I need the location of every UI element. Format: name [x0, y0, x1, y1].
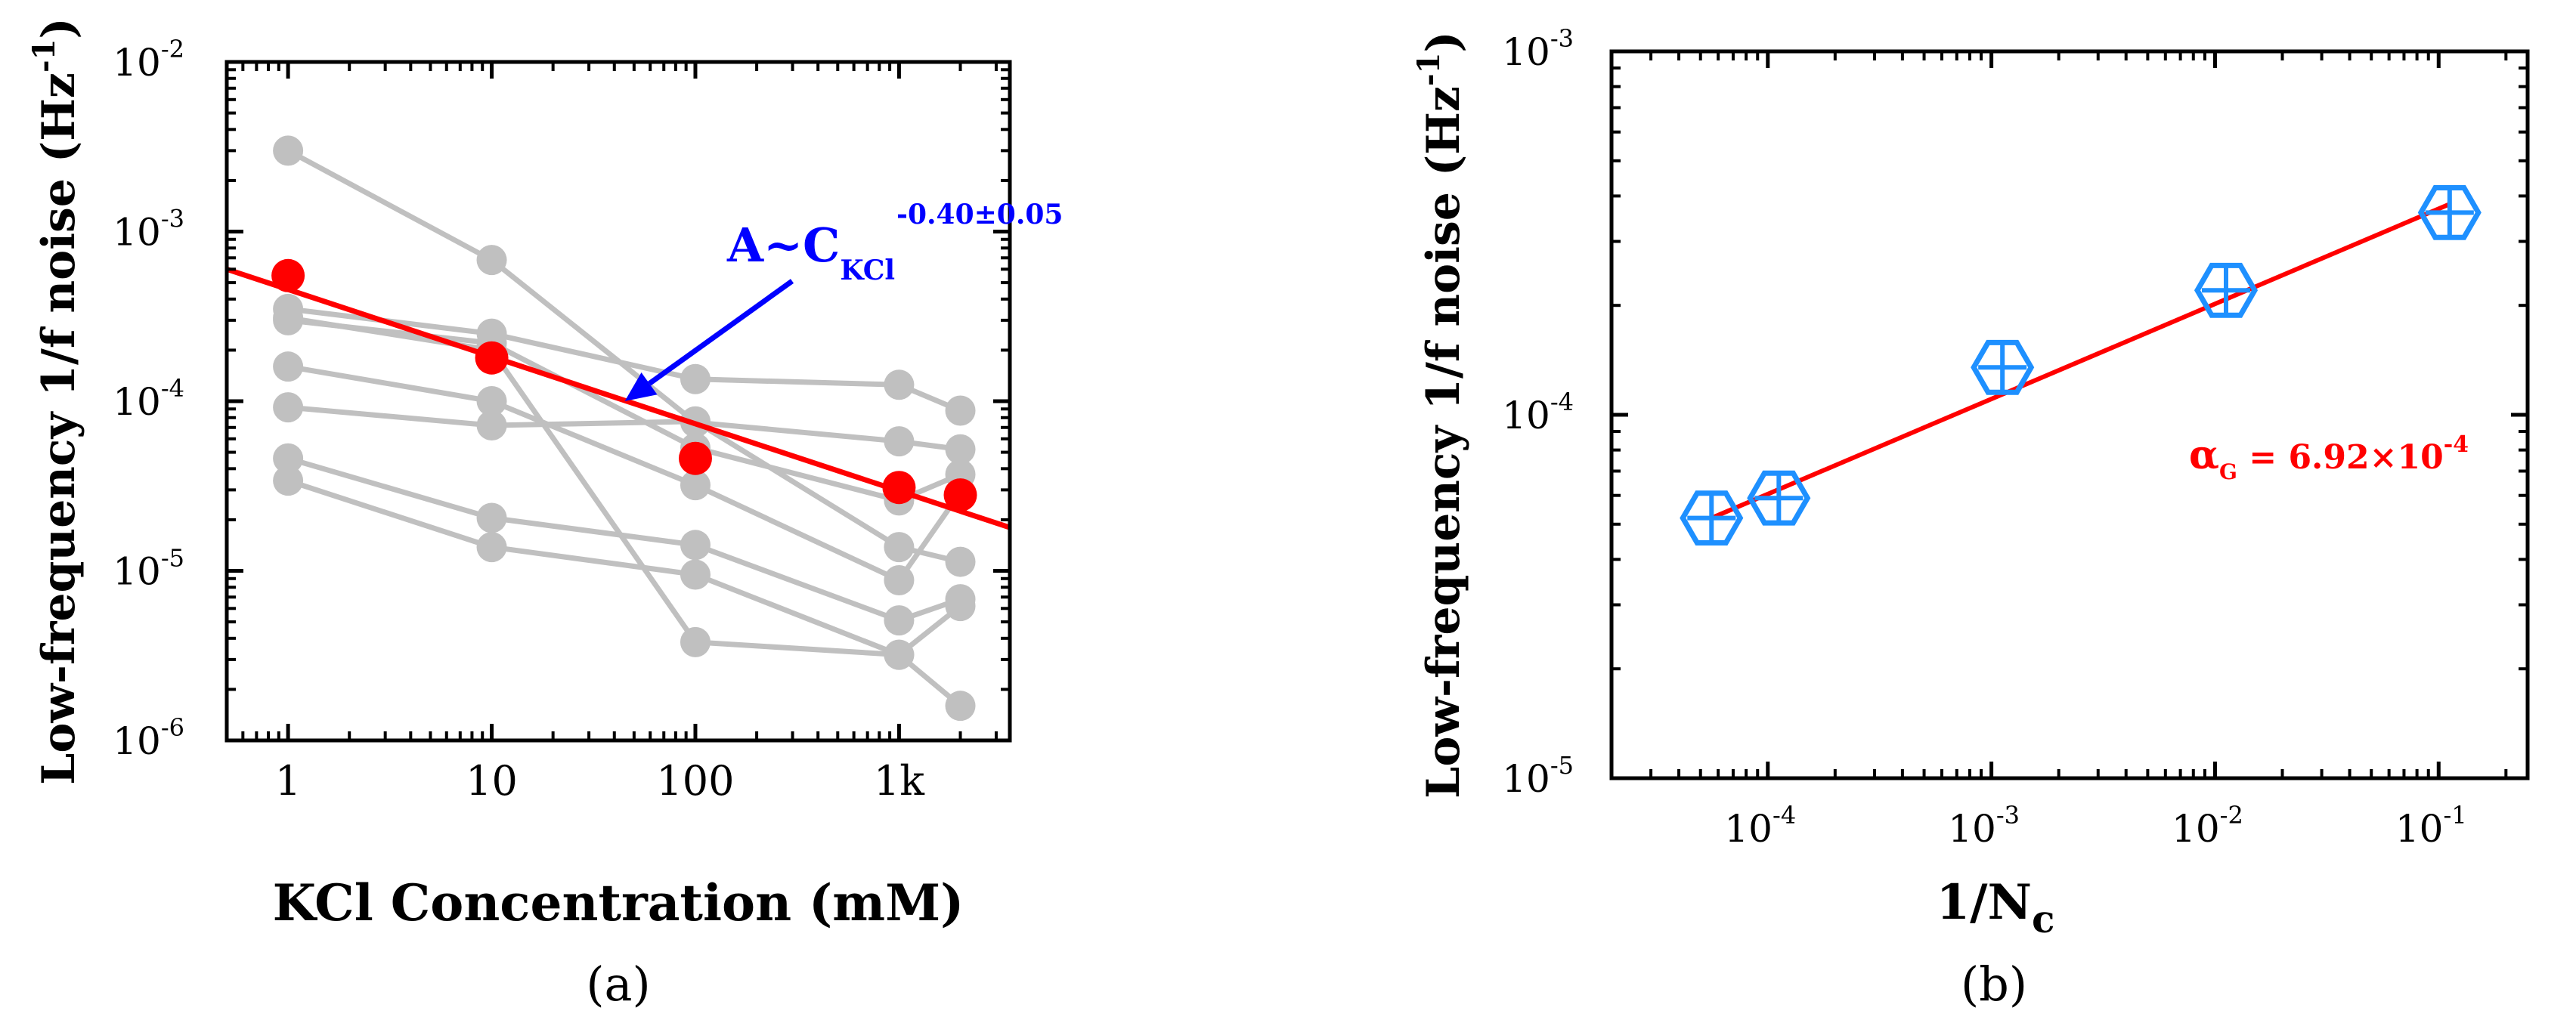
b-x-tick-label: 10-1 [2395, 801, 2467, 851]
b-data-point [2417, 185, 2482, 240]
a-x-tick-label: 1k [874, 757, 925, 805]
a-series-1-point [884, 426, 915, 457]
b-data-point [1680, 490, 1744, 545]
a-series-2-point [884, 369, 915, 400]
a-y-tick-label: 10-4 [113, 374, 184, 424]
a-axis-ticks: 1 10 100 1k 10-6 10-5 10-4 10-3 10-2 [113, 35, 1010, 805]
a-series-7-point [273, 465, 304, 496]
panel-a: 1 10 100 1k 10-6 10-5 10-4 10-3 10-2 Low-frequen… [26, 17, 1063, 1012]
a-series-line-3 [287, 317, 961, 504]
a-average-point [882, 471, 916, 505]
a-average-point [475, 341, 509, 375]
a-fit-exponent: -0.40±0.05 [896, 199, 1063, 230]
a-y-tick-label: 10-2 [113, 35, 184, 85]
a-y-axis-label: Low-frequency 1/f noise (Hz-1) [26, 17, 85, 785]
b-x-tick-label: 10-4 [1724, 801, 1796, 851]
b-data-point [1747, 470, 1811, 526]
a-series-4-point [273, 351, 304, 382]
a-annotation-arrowhead [624, 372, 658, 401]
a-series-6-point [273, 443, 304, 474]
a-caption: (a) [586, 957, 650, 1012]
a-series-line-1 [286, 148, 961, 453]
b-y-tick-label: 10-3 [1502, 24, 1574, 74]
a-series-4-point [884, 564, 915, 595]
b-data-point [1971, 339, 2035, 395]
a-series-1-point [273, 135, 304, 166]
a-series-6-point [476, 502, 507, 533]
a-average-point [943, 478, 977, 512]
a-x-axis-label: KCl Concentration (mM) [273, 873, 964, 932]
b-fit-annotation: αG = 6.92×10-4 [2189, 431, 2469, 484]
a-average-point [271, 258, 305, 292]
a-annotation-arrow [647, 279, 794, 386]
b-data-layer [1680, 185, 2482, 545]
panel-b: 10-4 10-3 10-2 10-1 10-5 10-4 10-3 Low-frequen… [1411, 24, 2530, 1012]
b-plot-frame [1609, 49, 2530, 780]
a-x-tick-label: 1 [275, 757, 301, 805]
b-x-tick-label: 10-3 [1948, 801, 2020, 851]
a-series-5-point [945, 546, 976, 577]
a-series-line-7 [287, 478, 962, 658]
a-x-tick-label: 10 [466, 757, 518, 805]
a-x-tick-label: 100 [656, 757, 734, 805]
a-series-5-point [273, 392, 304, 423]
a-series-5-point [884, 532, 915, 563]
b-axis-ticks: 10-4 10-3 10-2 10-1 10-5 10-4 10-3 [1502, 24, 2528, 851]
a-y-tick-label: 10-5 [113, 544, 184, 594]
a-series-8-point [680, 626, 711, 657]
b-y-tick-label: 10-5 [1502, 751, 1574, 801]
a-series-8-point [884, 639, 915, 670]
b-x-tick-label: 10-2 [2172, 801, 2243, 851]
a-series-7-point [476, 532, 507, 563]
a-y-tick-label: 10-6 [113, 713, 184, 763]
a-series-1-point [476, 245, 507, 276]
a-series-8-point [273, 302, 304, 333]
a-series-4-point [680, 470, 711, 501]
b-caption: (b) [1961, 957, 2027, 1012]
a-series-5-point [476, 410, 507, 441]
a-average-point [678, 441, 712, 475]
a-series-1-point [945, 434, 976, 465]
a-series-7-point [680, 559, 711, 590]
a-series-4-point [476, 386, 507, 416]
a-data-layer [225, 135, 1011, 722]
b-x-axis-label: 1/Nc [1937, 874, 2055, 941]
b-data-point [2194, 262, 2259, 318]
a-fit-line [225, 266, 1011, 530]
a-series-6-point [680, 530, 711, 561]
b-fit-line [1711, 202, 2451, 521]
a-series-8-point [945, 691, 976, 722]
b-y-tick-label: 10-4 [1502, 388, 1574, 437]
a-series-6-point [884, 605, 915, 636]
a-y-tick-label: 10-3 [113, 205, 184, 255]
a-plot-frame [224, 60, 1012, 743]
a-series-2-point [680, 363, 711, 394]
a-series-2-point [945, 395, 976, 426]
b-y-axis-label: Low-frequency 1/f noise (Hz-1) [1411, 31, 1470, 799]
a-series-7-point [945, 591, 976, 622]
a-fit-annotation: A~CKCl [726, 218, 895, 286]
